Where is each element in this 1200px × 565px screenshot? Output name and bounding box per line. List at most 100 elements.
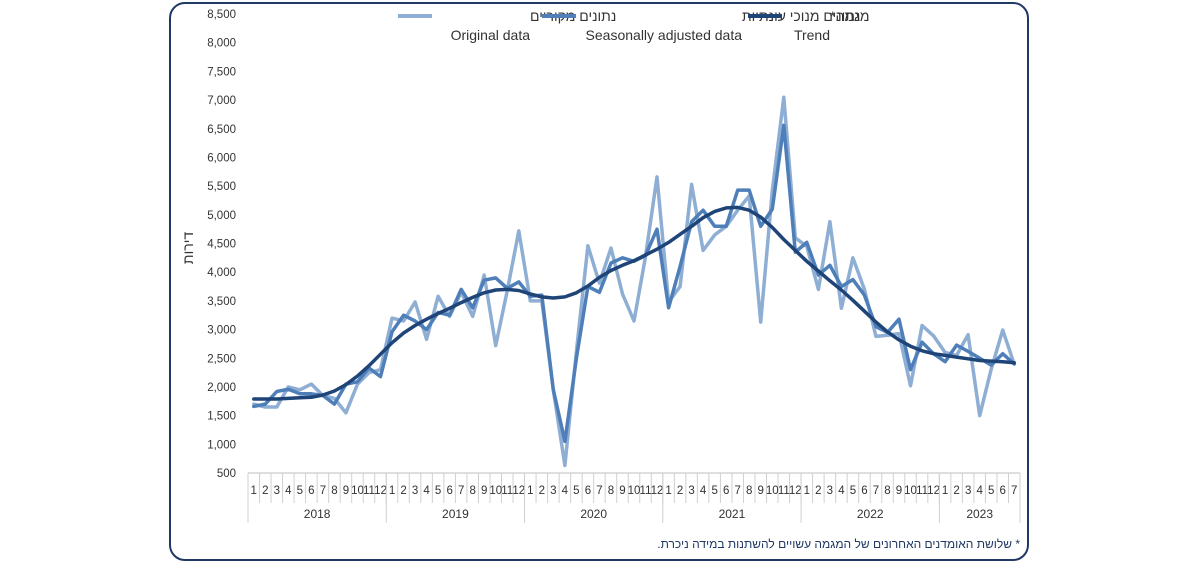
y-tick-label: 2,500 — [207, 353, 236, 365]
y-tick-label: 1,500 — [207, 411, 236, 423]
x-tick-label: 8 — [746, 485, 752, 497]
x-tick-label: 7 — [596, 485, 602, 497]
x-tick-label: 1 — [804, 485, 810, 497]
x-tick-label: 10 — [351, 485, 364, 497]
x-tick-label: 1 — [251, 485, 257, 497]
x-tick-label: 3 — [827, 485, 833, 497]
x-tick-label: 7 — [458, 485, 464, 497]
x-tick-label: 7 — [873, 485, 879, 497]
y-tick-label: 5,000 — [207, 210, 236, 222]
legend-label-english: Trend — [794, 27, 830, 43]
x-tick-label: 5 — [850, 485, 856, 497]
y-axis: 500 1,000 1,500 2,000 2,500 3,000 3,500 4,000 4,… — [207, 9, 236, 480]
x-tick-label: 4 — [285, 485, 292, 497]
x-tick-label: 3 — [412, 485, 418, 497]
x-tick-label: 10 — [628, 485, 641, 497]
x-tick-label: 3 — [550, 485, 556, 497]
y-tick-label: 8,500 — [207, 9, 236, 21]
y-tick-label: 3,500 — [207, 296, 236, 308]
x-tick-label: 1 — [665, 485, 671, 497]
legend-label-english: Seasonally adjusted data — [586, 27, 743, 43]
x-tick-label: 5 — [435, 485, 441, 497]
year-label: 2020 — [580, 507, 607, 521]
x-tick-label: 9 — [758, 485, 764, 497]
x-tick-label: 4 — [838, 485, 845, 497]
legend-label-hebrew: נתונים מנוכי עונתיות — [742, 8, 860, 24]
year-label: 2018 — [304, 507, 331, 521]
x-tick-label: 9 — [481, 485, 487, 497]
year-label: 2023 — [966, 507, 993, 521]
x-tick-label: 6 — [585, 485, 591, 497]
x-tick-label: 6 — [1000, 485, 1006, 497]
x-tick-label: 12 — [374, 485, 387, 497]
x-tick-label: 8 — [469, 485, 475, 497]
y-tick-label: 1,000 — [207, 439, 236, 451]
legend-label-english: Original data — [451, 27, 531, 43]
x-tick-label: 7 — [734, 485, 740, 497]
y-tick-label: 7,000 — [207, 95, 236, 107]
legend-label-hebrew: מגמה* — [830, 8, 869, 24]
x-tick-label: 5 — [573, 485, 579, 497]
x-tick-label: 2 — [677, 485, 683, 497]
y-tick-label: 500 — [217, 468, 236, 480]
x-tick-label: 11 — [363, 485, 375, 497]
y-tick-label: 7,500 — [207, 66, 236, 78]
x-tick-label: 7 — [320, 485, 326, 497]
footnote: * שלושת האומדנים האחרונים של המגמה עשויי… — [657, 537, 1020, 551]
series-line-original-data — [252, 95, 1016, 468]
x-tick-label: 4 — [976, 485, 983, 497]
y-tick-label: 5,500 — [207, 181, 236, 193]
x-tick-label: 4 — [700, 485, 707, 497]
y-tick-label: 2,000 — [207, 382, 236, 394]
x-tick-label: 1 — [942, 485, 948, 497]
y-tick-label: 8,000 — [207, 38, 236, 50]
x-tick-label: 1 — [389, 485, 395, 497]
x-tick-label: 6 — [861, 485, 867, 497]
x-tick-label: 2 — [539, 485, 545, 497]
series-line-trend — [252, 205, 1016, 401]
x-tick-label: 6 — [308, 485, 314, 497]
x-tick-label: 12 — [512, 485, 525, 497]
year-label: 2019 — [442, 507, 469, 521]
y-axis-label: דירות — [180, 232, 196, 264]
y-tick-label: 3,000 — [207, 325, 236, 337]
x-tick-label: 10 — [489, 485, 502, 497]
x-tick-label: 8 — [608, 485, 614, 497]
x-tick-label: 7 — [1011, 485, 1017, 497]
x-tick-label: 5 — [988, 485, 994, 497]
x-tick-label: 9 — [896, 485, 902, 497]
year-label: 2021 — [719, 507, 746, 521]
y-tick-label: 6,500 — [207, 124, 236, 136]
x-tick-label: 2 — [400, 485, 406, 497]
year-label: 2022 — [857, 507, 884, 521]
x-tick-label: 1 — [527, 485, 533, 497]
x-tick-label: 2 — [815, 485, 821, 497]
x-axis: 1 2 3 4 5 6 7 8 9 10 11 12 1 2 3 4 5 6 7 8 9 10 11 12 1 2 3 4 5 6 7 8 9 1… — [247, 472, 1021, 523]
x-tick-label: 11 — [778, 485, 790, 497]
y-tick-label: 6,000 — [207, 152, 236, 164]
y-tick-label: 4,000 — [207, 267, 236, 279]
x-tick-label: 12 — [789, 485, 802, 497]
x-tick-label: 5 — [711, 485, 717, 497]
x-tick-label: 3 — [965, 485, 971, 497]
x-tick-label: 6 — [723, 485, 729, 497]
x-tick-label: 11 — [640, 485, 652, 497]
x-tick-label: 11 — [916, 485, 928, 497]
x-tick-label: 3 — [274, 485, 280, 497]
y-tick-label: 4,500 — [207, 239, 236, 251]
x-tick-label: 2 — [262, 485, 268, 497]
x-tick-label: 4 — [423, 485, 430, 497]
x-tick-label: 9 — [343, 485, 349, 497]
x-tick-label: 6 — [446, 485, 452, 497]
x-tick-label: 10 — [904, 485, 917, 497]
x-tick-label: 4 — [562, 485, 569, 497]
x-tick-label: 8 — [884, 485, 890, 497]
x-tick-label: 10 — [766, 485, 779, 497]
x-tick-label: 5 — [297, 485, 303, 497]
series-lines — [252, 95, 1016, 468]
x-tick-label: 11 — [501, 485, 513, 497]
x-tick-label: 12 — [651, 485, 664, 497]
x-tick-label: 3 — [688, 485, 694, 497]
